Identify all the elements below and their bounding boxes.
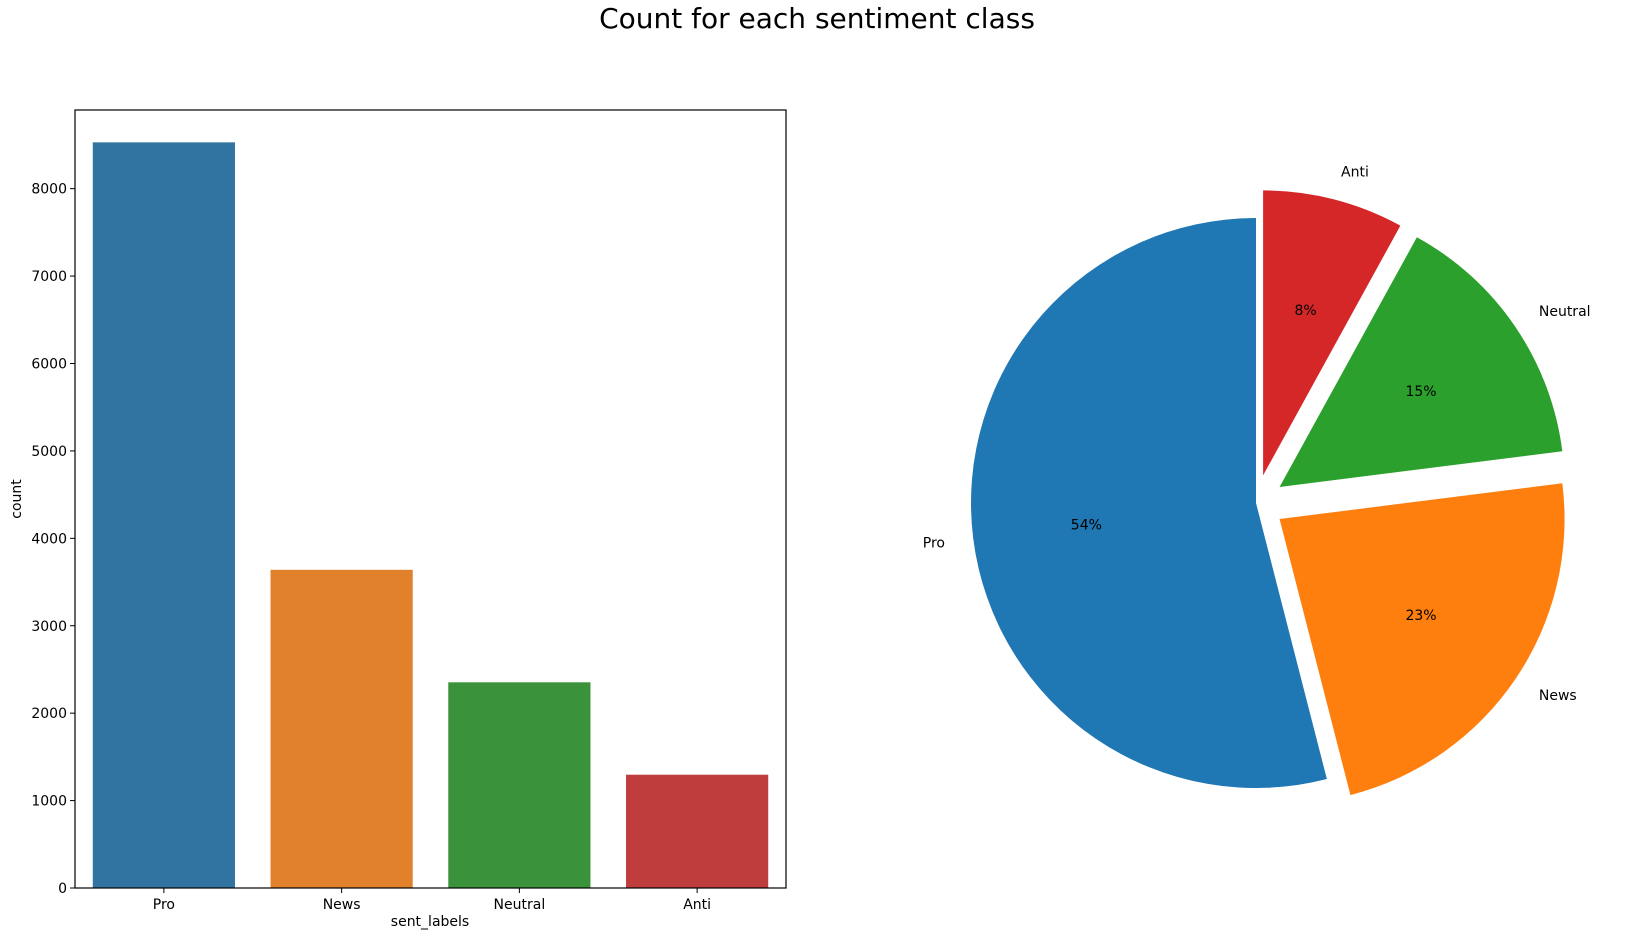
bar-chart: Pro News Neutral Anti 0 1000 2000 3000 4000 5000 6… [9,109,787,930]
pie-chart: 54% Pro 23% News 15% Neutral 8% Anti [923,165,1591,796]
pie-category-label: Pro [923,535,945,551]
bar-plot-frame [74,109,787,889]
pie-pct-label: 54% [1071,517,1102,533]
pie-pct-label: 15% [1405,384,1436,400]
y-tick-label: 6000 [31,357,67,373]
pie-slice-news [1279,483,1565,796]
x-tick-label: Anti [683,897,711,913]
y-tick-label: 3000 [31,619,67,635]
y-axis-label: count [9,479,25,519]
bar-news [270,569,413,888]
x-tick-label: Pro [153,897,175,913]
pie-slice-anti [1263,190,1401,476]
bar-anti [626,774,769,888]
x-tick-label: News [323,897,361,913]
pie-slice-neutral [1279,237,1563,487]
y-tick-label: 8000 [31,182,67,198]
pie-pct-label: 8% [1295,303,1317,319]
bar-marks [92,142,769,889]
x-tick-label: Neutral [494,897,546,913]
y-tick-label: 2000 [31,706,67,722]
y-tick-label: 0 [58,881,67,897]
pie-category-label: Neutral [1539,304,1591,320]
bar-pro [92,142,235,889]
bar-axes: Pro News Neutral Anti 0 1000 2000 3000 4000 5000 6… [31,182,711,913]
y-tick-label: 1000 [31,794,67,810]
pie-category-label: Anti [1341,165,1369,181]
x-axis-label: sent_labels [391,914,469,930]
y-tick-label: 5000 [31,444,67,460]
pie-category-label: News [1539,688,1577,704]
bar-neutral [448,682,591,888]
pie-slice-pro [970,218,1327,789]
y-tick-label: 4000 [31,531,67,547]
y-tick-label: 7000 [31,269,67,285]
pie-pct-label: 23% [1405,608,1436,624]
figure-title: Count for each sentiment class [599,2,1035,35]
